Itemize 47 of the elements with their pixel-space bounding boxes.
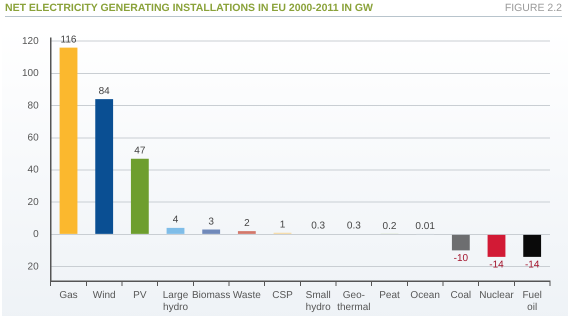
bar: [202, 230, 220, 234]
bar: [95, 99, 114, 234]
bar: [488, 234, 506, 257]
data-label: 3: [208, 216, 214, 228]
x-tick-label: Waste: [232, 290, 262, 301]
x-tick-label: Coal: [450, 290, 472, 301]
data-label: 116: [60, 34, 77, 46]
x-tick-label: Wind: [92, 290, 116, 301]
x-tick-label: CSP: [272, 290, 294, 301]
x-tick-label: PV: [133, 290, 147, 301]
data-label: 0.3: [346, 220, 362, 232]
x-tick-label: Fuel oil: [522, 290, 542, 313]
y-tick-label: 80: [28, 100, 40, 112]
y-tick-label: 20: [28, 261, 40, 272]
bar: [130, 158, 149, 234]
caption: FIGURE 2.2: [504, 2, 562, 14]
y-tick-label: 40: [28, 164, 40, 176]
data-label: 47: [134, 145, 146, 156]
bar: [523, 234, 542, 257]
bar: [166, 228, 184, 234]
bar: [60, 48, 78, 234]
data-label: -14: [489, 260, 504, 271]
x-tick-label: Nuclear: [479, 290, 514, 301]
data-label: 0.01: [415, 221, 436, 232]
y-tick-label: 60: [28, 132, 40, 144]
x-tick-label: Biomass: [192, 290, 230, 301]
y-tick-label: 120: [22, 36, 40, 47]
bar: [238, 231, 256, 234]
data-label: 1: [280, 219, 286, 230]
chart-title: NET ELECTRICITY GENERATING INSTALLATIONS IN EU 2000-2011 IN GW: [5, 2, 373, 14]
x-tick-label: Ocean: [410, 290, 440, 301]
data-label: -10: [454, 253, 468, 264]
x-tick-label: Geo-thermal: [337, 290, 371, 313]
x-tick-label: Large hydro: [162, 290, 189, 313]
x-tick-label: Gas: [59, 290, 78, 301]
x-tick-label: Peat: [379, 290, 400, 301]
y-tick-label: 100: [22, 68, 40, 80]
data-label: 4: [172, 214, 179, 226]
data-label: 0.2: [382, 220, 397, 232]
y-tick-label: 0: [33, 229, 40, 240]
data-label: 84: [98, 86, 110, 97]
data-label: 2: [244, 218, 250, 229]
y-tick-label: 20: [28, 196, 40, 208]
x-tick-label: Small hydro: [306, 290, 332, 313]
data-label: 0.3: [311, 220, 326, 232]
data-label: -14: [524, 260, 540, 271]
bar: [452, 234, 470, 250]
